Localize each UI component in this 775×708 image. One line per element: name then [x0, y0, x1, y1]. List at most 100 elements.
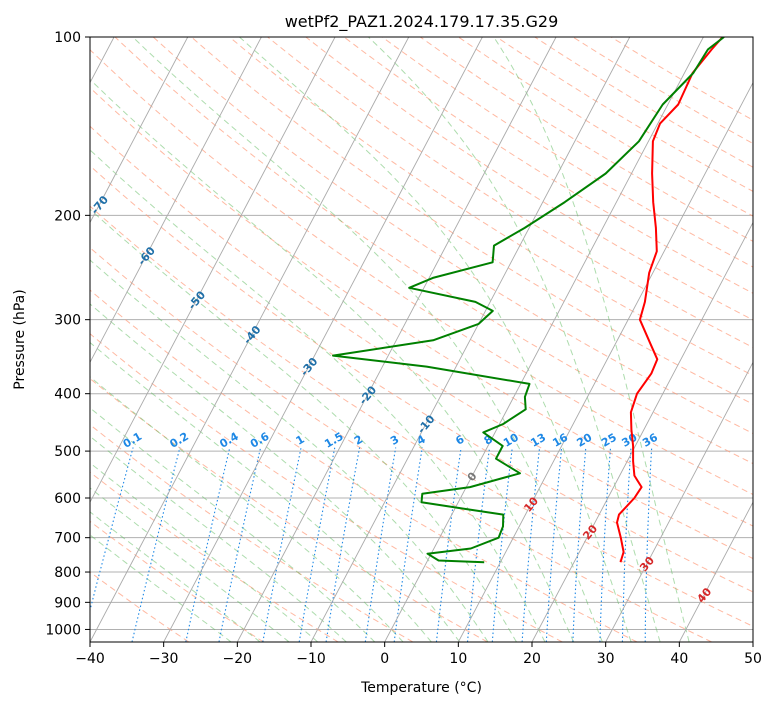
mixing-ratio-line [262, 447, 302, 642]
mixing-ratio-line [599, 447, 612, 642]
mixing-ratio-line [644, 447, 653, 642]
moist-adiabat-line [90, 259, 489, 642]
dry-adiabat-line [267, 37, 753, 348]
y-tick-label: 900 [54, 595, 81, 611]
moist-adiabat-line [90, 303, 461, 642]
moist-adiabat-line [90, 407, 376, 642]
x-tick-label: −30 [149, 651, 179, 667]
y-tick-label: 100 [54, 30, 81, 46]
moist-adiabat-line [90, 149, 546, 642]
y-tick-label: 800 [54, 565, 81, 581]
isotherm-label: -90 [0, 97, 15, 121]
x-tick-label: −20 [223, 651, 253, 667]
moist-adiabat-line [90, 462, 319, 642]
dry-adiabat-line [229, 37, 753, 377]
plot-area [90, 37, 753, 642]
mixing-ratio-line [435, 447, 462, 642]
plot-frame [89, 36, 754, 643]
dry-adiabat-line [90, 289, 638, 642]
mixing-ratio-line [491, 447, 513, 642]
skewed-isotherms [90, 37, 753, 642]
dry-adiabat-line [343, 37, 753, 294]
y-tick-label: 600 [54, 491, 81, 507]
dry-adiabat-line [420, 37, 753, 242]
x-tick-label: 10 [449, 651, 467, 667]
temperature-line [616, 37, 724, 563]
dry-adiabat-line [90, 165, 753, 593]
dry-adiabat-line [90, 247, 712, 642]
mixing-ratio-line [545, 447, 563, 642]
axes: −40 −30 −20 −10 0 10 20 30 40 50 100 200 300 400 500 60… [45, 30, 762, 667]
y-tick-label: 400 [54, 387, 81, 403]
mixing-ratio-line [521, 447, 541, 642]
moist-adiabat-line [90, 78, 575, 642]
mixing-ratio-line [298, 447, 336, 642]
plot-background [90, 37, 753, 642]
isotherm-line [90, 37, 189, 224]
dry-adiabat-line [90, 471, 339, 642]
dry-adiabat-line [90, 205, 753, 627]
dry-adiabat-line [381, 37, 753, 268]
moist-adiabats [90, 37, 690, 642]
mixing-ratio-line [131, 447, 181, 642]
chart-title: wetPf2_PAZ1.2024.179.17.35.G29 [285, 12, 559, 32]
x-tick-label: 40 [670, 651, 688, 667]
mixing-ratio-line [364, 447, 397, 642]
y-tick-label: 1000 [45, 622, 81, 638]
dry-adiabat-line [90, 333, 563, 642]
dewpoint-line [332, 37, 725, 564]
dry-adiabat-line [90, 125, 753, 560]
x-tick-label: 0 [380, 651, 389, 667]
isotherm-line [605, 361, 753, 642]
dry-adiabat-line [305, 37, 753, 321]
dry-adiabat-line [90, 86, 753, 527]
moist-adiabat-line [90, 376, 404, 642]
moist-adiabat-line [90, 341, 432, 642]
isotherm-line [90, 37, 262, 364]
y-tick-label: 500 [54, 444, 81, 460]
sounding-series [332, 37, 725, 564]
dry-adiabat-line [90, 424, 414, 642]
y-tick-label: 700 [54, 531, 81, 547]
dry-adiabat-line [534, 37, 753, 168]
moist-adiabat-line [132, 37, 603, 642]
isotherm-line [457, 81, 753, 642]
isotherm-line [90, 37, 410, 642]
isotherm-line [531, 221, 753, 642]
dry-adiabats [90, 37, 753, 642]
moist-adiabat-line [90, 208, 517, 642]
x-tick-label: 30 [597, 651, 615, 667]
isotherm-line [310, 37, 631, 642]
dry-adiabat-line [114, 37, 753, 465]
y-tick-label: 300 [54, 313, 81, 329]
isotherm-line [90, 37, 336, 504]
moist-adiabat-line [368, 37, 661, 642]
mixing-ratio-line [466, 447, 491, 642]
isotherm-line [236, 37, 557, 642]
y-tick-label: 200 [54, 208, 81, 224]
mixing-ratio-line [325, 447, 361, 642]
mixing-ratio-line [393, 447, 423, 642]
dry-adiabat-line [190, 37, 753, 405]
x-tick-label: −40 [75, 651, 105, 667]
dry-adiabat-line [458, 37, 753, 217]
mixing-ratio-line [185, 447, 231, 642]
isotherm-line [678, 501, 753, 642]
isotherm-line [384, 37, 704, 642]
dry-adiabat-line [152, 37, 753, 435]
moist-adiabat-line [239, 37, 632, 642]
isotherm-label: -80 [41, 143, 64, 167]
x-tick-label: −10 [296, 651, 326, 667]
x-tick-label: 20 [523, 651, 541, 667]
moist-adiabat-line [90, 435, 347, 642]
dry-adiabat-line [496, 37, 753, 192]
mixing-ratio-line [218, 447, 262, 642]
mixing-ratio-line [572, 447, 587, 642]
x-tick-label: 50 [744, 651, 762, 667]
isotherm-line [163, 37, 483, 642]
x-axis-title: Temperature (°C) [360, 680, 482, 696]
moist-adiabat-line [493, 37, 690, 642]
isotherm-line [752, 641, 753, 642]
y-axis-title: Pressure (hPa) [12, 289, 28, 389]
